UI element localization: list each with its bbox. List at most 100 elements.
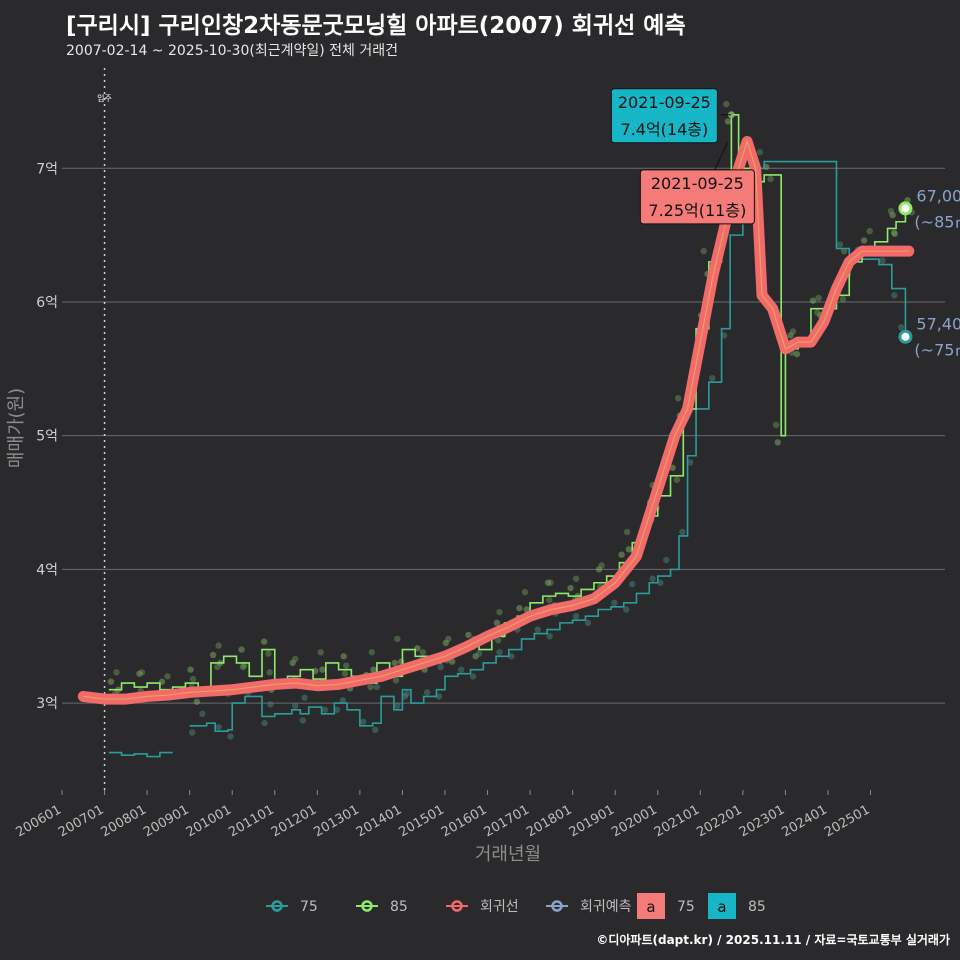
legend-label-swatch-85 bbox=[708, 893, 736, 919]
scatter-point bbox=[866, 227, 873, 235]
scatter-point bbox=[598, 562, 605, 569]
scatter-point bbox=[860, 237, 868, 244]
scatter-point bbox=[496, 608, 503, 616]
legend-marker-reg bbox=[451, 900, 463, 912]
scatter-point bbox=[164, 673, 171, 680]
scatter-point bbox=[240, 662, 248, 669]
scatter-point bbox=[494, 637, 502, 644]
y-tick-label: 7억 bbox=[36, 161, 58, 177]
scatter-point bbox=[301, 694, 308, 701]
scatter-point bbox=[611, 599, 618, 607]
end-marker-75 bbox=[898, 329, 913, 344]
series-75-line-early bbox=[108, 751, 173, 758]
scatter-point bbox=[403, 690, 410, 697]
scatter-point bbox=[360, 718, 367, 726]
scatter-point bbox=[339, 697, 347, 704]
scatter-point bbox=[475, 650, 483, 657]
x-tick-label: 201901 bbox=[567, 802, 617, 840]
scatter-point bbox=[809, 297, 817, 304]
scatter-point bbox=[215, 642, 222, 649]
scatter-point bbox=[618, 551, 625, 558]
scatter-point bbox=[199, 710, 206, 717]
legend-label-glyph-85: a bbox=[717, 898, 726, 916]
y-tick-label: 3억 bbox=[36, 696, 58, 712]
scatter-point bbox=[572, 575, 580, 582]
scatter-point bbox=[371, 726, 379, 734]
grid-lines bbox=[62, 167, 945, 704]
scatter-point bbox=[367, 683, 374, 691]
scatter-point bbox=[267, 701, 274, 708]
scatter-point bbox=[472, 653, 479, 660]
x-tick-label: 200701 bbox=[56, 802, 106, 840]
scatter-point bbox=[435, 693, 443, 700]
scatter-point bbox=[663, 556, 670, 564]
x-tick-label: 200601 bbox=[14, 802, 64, 840]
legend-label-glyph-75: a bbox=[646, 898, 655, 916]
scatter-point bbox=[709, 374, 716, 382]
scatter-point bbox=[317, 649, 324, 656]
scatter-point bbox=[469, 673, 477, 680]
x-tick-label: 202501 bbox=[822, 802, 872, 840]
scatter-point bbox=[368, 649, 375, 656]
x-tick-label: 200901 bbox=[141, 802, 191, 840]
x-tick-label: 201301 bbox=[311, 802, 361, 840]
scatter-point bbox=[449, 658, 456, 665]
scatter-point bbox=[700, 247, 707, 255]
scatter-point bbox=[215, 723, 222, 731]
scatter-point bbox=[723, 100, 730, 108]
scatter-point bbox=[772, 421, 780, 429]
scatter-point bbox=[789, 328, 797, 335]
annotation-leader-75 bbox=[712, 142, 728, 174]
legend-label-text-85: 85 bbox=[748, 899, 766, 915]
x-tick-label: 201401 bbox=[354, 802, 404, 840]
chart-subtitle: 2007-02-14 ~ 2025-10-30(최근계약일) 전체 거래건 bbox=[66, 43, 398, 59]
end-marker-85 bbox=[898, 201, 913, 216]
x-tick-label: 200801 bbox=[99, 802, 149, 840]
series-lines bbox=[77, 113, 915, 758]
scatter-point bbox=[625, 546, 633, 553]
x-tick-label: 201201 bbox=[269, 802, 319, 840]
x-axis-ticks: 2006012007012008012009012010012011012012… bbox=[14, 790, 873, 840]
x-axis-title: 거래년월 bbox=[475, 844, 541, 865]
scatter-point bbox=[649, 575, 656, 582]
series-85-line bbox=[108, 113, 907, 691]
scatter-point bbox=[679, 528, 686, 536]
annotation-date-85: 2021-09-25 bbox=[618, 93, 711, 112]
end-value-75: 57,400 bbox=[916, 315, 960, 334]
scatter-point bbox=[767, 175, 774, 183]
x-tick-label: 202301 bbox=[737, 802, 787, 840]
move-in-label: 입주 bbox=[97, 94, 112, 103]
x-tick-label: 201101 bbox=[226, 802, 276, 840]
scatter-point bbox=[442, 639, 450, 647]
annotation-box-85 bbox=[610, 88, 718, 144]
scatter-point bbox=[260, 638, 268, 645]
x-tick-label: 202101 bbox=[652, 802, 702, 840]
scatter-point bbox=[547, 579, 554, 586]
scatter-point bbox=[887, 207, 895, 215]
end-area-75: (~75㎡) bbox=[914, 341, 960, 360]
x-tick-label: 201501 bbox=[396, 802, 446, 840]
scatter-point bbox=[669, 464, 676, 471]
scatter-point bbox=[720, 332, 728, 339]
scatter-point bbox=[891, 230, 898, 237]
scatter-point bbox=[815, 294, 822, 302]
scatter-point bbox=[839, 296, 847, 303]
scatter-point bbox=[343, 662, 350, 669]
scatter-point bbox=[113, 669, 120, 676]
y-tick-label: 5억 bbox=[36, 429, 58, 445]
scatter-point bbox=[544, 579, 552, 586]
legend-label-pred: 회귀예측 bbox=[580, 899, 632, 915]
legend-marker-pred bbox=[551, 900, 563, 912]
x-tick-label: 201701 bbox=[482, 802, 532, 840]
scatter-point bbox=[340, 653, 347, 660]
scatter-point bbox=[289, 659, 296, 667]
scatter-point bbox=[756, 149, 764, 156]
move-in-marker: 입주 bbox=[97, 68, 112, 790]
scatter-point bbox=[138, 669, 146, 676]
scatter-point bbox=[319, 666, 326, 673]
x-tick-label: 201601 bbox=[439, 802, 489, 840]
scatter-point bbox=[836, 241, 844, 248]
chart-title: [구리시] 구리인창2차동문굿모닝힐 아파트(2007) 회귀선 예측 bbox=[66, 13, 686, 39]
annotation-date-75: 2021-09-25 bbox=[651, 174, 744, 193]
y-tick-label: 4억 bbox=[36, 562, 58, 578]
